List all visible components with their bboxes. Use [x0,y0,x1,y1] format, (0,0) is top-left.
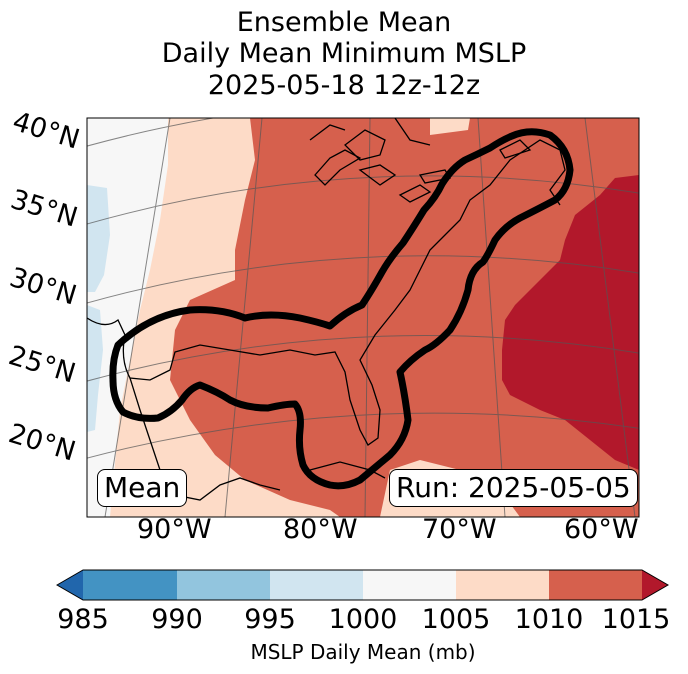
colorbar-outline [55,569,670,601]
map-plot-area [87,118,639,517]
colorbar-extend-min [57,570,83,600]
run-badge: Run: 2025-05-05 [389,469,638,507]
lon-label-90w: 90°W [137,514,212,545]
colorbar-bin-1010-1015 [549,570,642,600]
title-line-3: 2025-05-18 12z-12z [207,70,481,101]
field-1005-1010-ne [430,118,470,135]
field-995-1000 [87,185,110,292]
map-frame [86,117,640,518]
colorbar-bin-1000-1005 [363,570,457,600]
colorbar-tick-985: 985 [57,604,109,635]
colorbar-extend-max [642,570,668,600]
colorbar-tick-990: 990 [151,604,203,635]
title-line-2: Daily Mean Minimum MSLP [161,38,527,69]
colorbar [55,569,670,601]
colorbar-tick-1005: 1005 [421,604,491,635]
title-line-1: Ensemble Mean [236,7,452,38]
lon-label-80w: 80°W [283,514,358,545]
colorbar-bin-990-995 [177,570,271,600]
graticule [87,118,639,517]
mean-contour [109,128,574,490]
lon-label-70w: 70°W [422,514,497,545]
mean-badge: Mean [97,469,188,507]
field-995-1000-south [87,305,103,432]
colorbar-bin-995-1000 [270,570,364,600]
lon-label-60w: 60°W [564,514,639,545]
colorbar-bin-985-990 [83,570,177,600]
colorbar-tick-1000: 1000 [328,604,398,635]
colorbar-tick-1015: 1015 [601,604,671,635]
colorbar-bin-1005-1010 [456,570,550,600]
field-above-1015 [502,175,639,470]
colorbar-label: MSLP Daily Mean (mb) [250,640,476,664]
colorbar-tick-995: 995 [244,604,296,635]
colorbar-tick-1010: 1010 [514,604,584,635]
coastlines [87,118,566,501]
